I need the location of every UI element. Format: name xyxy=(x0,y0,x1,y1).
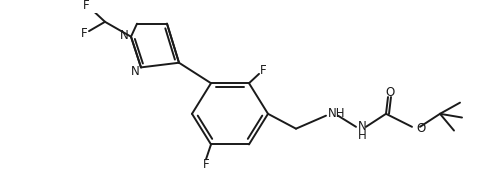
Text: F: F xyxy=(82,0,89,12)
Text: F: F xyxy=(80,27,87,40)
Text: F: F xyxy=(260,64,266,77)
Text: N: N xyxy=(130,65,140,78)
Text: N: N xyxy=(120,29,128,42)
Text: H: H xyxy=(358,129,367,142)
Text: F: F xyxy=(202,158,209,171)
Text: O: O xyxy=(386,86,394,99)
Text: O: O xyxy=(416,122,425,135)
Text: N: N xyxy=(358,120,367,133)
Text: NH: NH xyxy=(328,107,345,120)
